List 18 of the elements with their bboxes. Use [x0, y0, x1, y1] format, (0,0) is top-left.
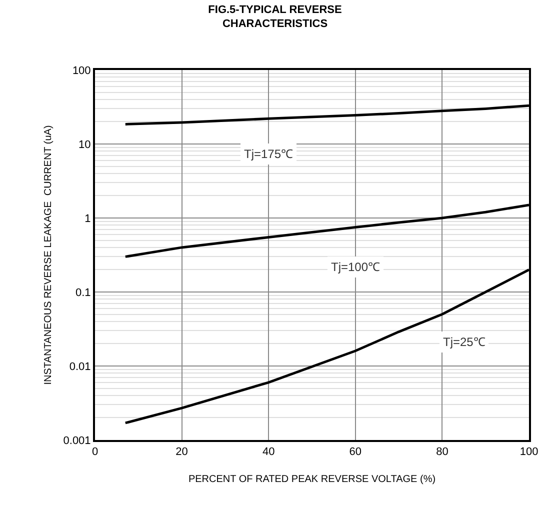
y-tick-label: 100 — [72, 64, 91, 77]
text: Tj=100℃ — [331, 260, 380, 274]
x-tick-label: 80 — [436, 446, 448, 458]
x-axis-title: PERCENT OF RATED PEAK REVERSE VOLTAGE (%) — [188, 474, 436, 486]
y-tick-label: 0.001 — [63, 434, 91, 447]
y-tick-label: 1 — [84, 212, 91, 225]
series-label: Tj=25℃ — [443, 335, 486, 349]
y-tick-label: 0.01 — [69, 360, 91, 373]
chart-title: FIG.5-TYPICAL REVERSE CHARACTERISTICS — [208, 4, 342, 30]
x-tick-label: 60 — [349, 446, 362, 458]
y-tick-label: 10 — [78, 138, 91, 151]
x-tick-label: 100 — [520, 446, 538, 458]
x-tick-label: 40 — [262, 446, 275, 458]
y-axis-title: INSTANTANEOUS REVERSE LEAKAGE CURRENT (uA) — [42, 125, 54, 385]
y-tick-label: 0.1 — [76, 286, 91, 299]
x-tick-label: 0 — [92, 446, 98, 458]
text: Tj=175℃ — [244, 147, 294, 161]
x-tick-label: 20 — [176, 446, 188, 458]
